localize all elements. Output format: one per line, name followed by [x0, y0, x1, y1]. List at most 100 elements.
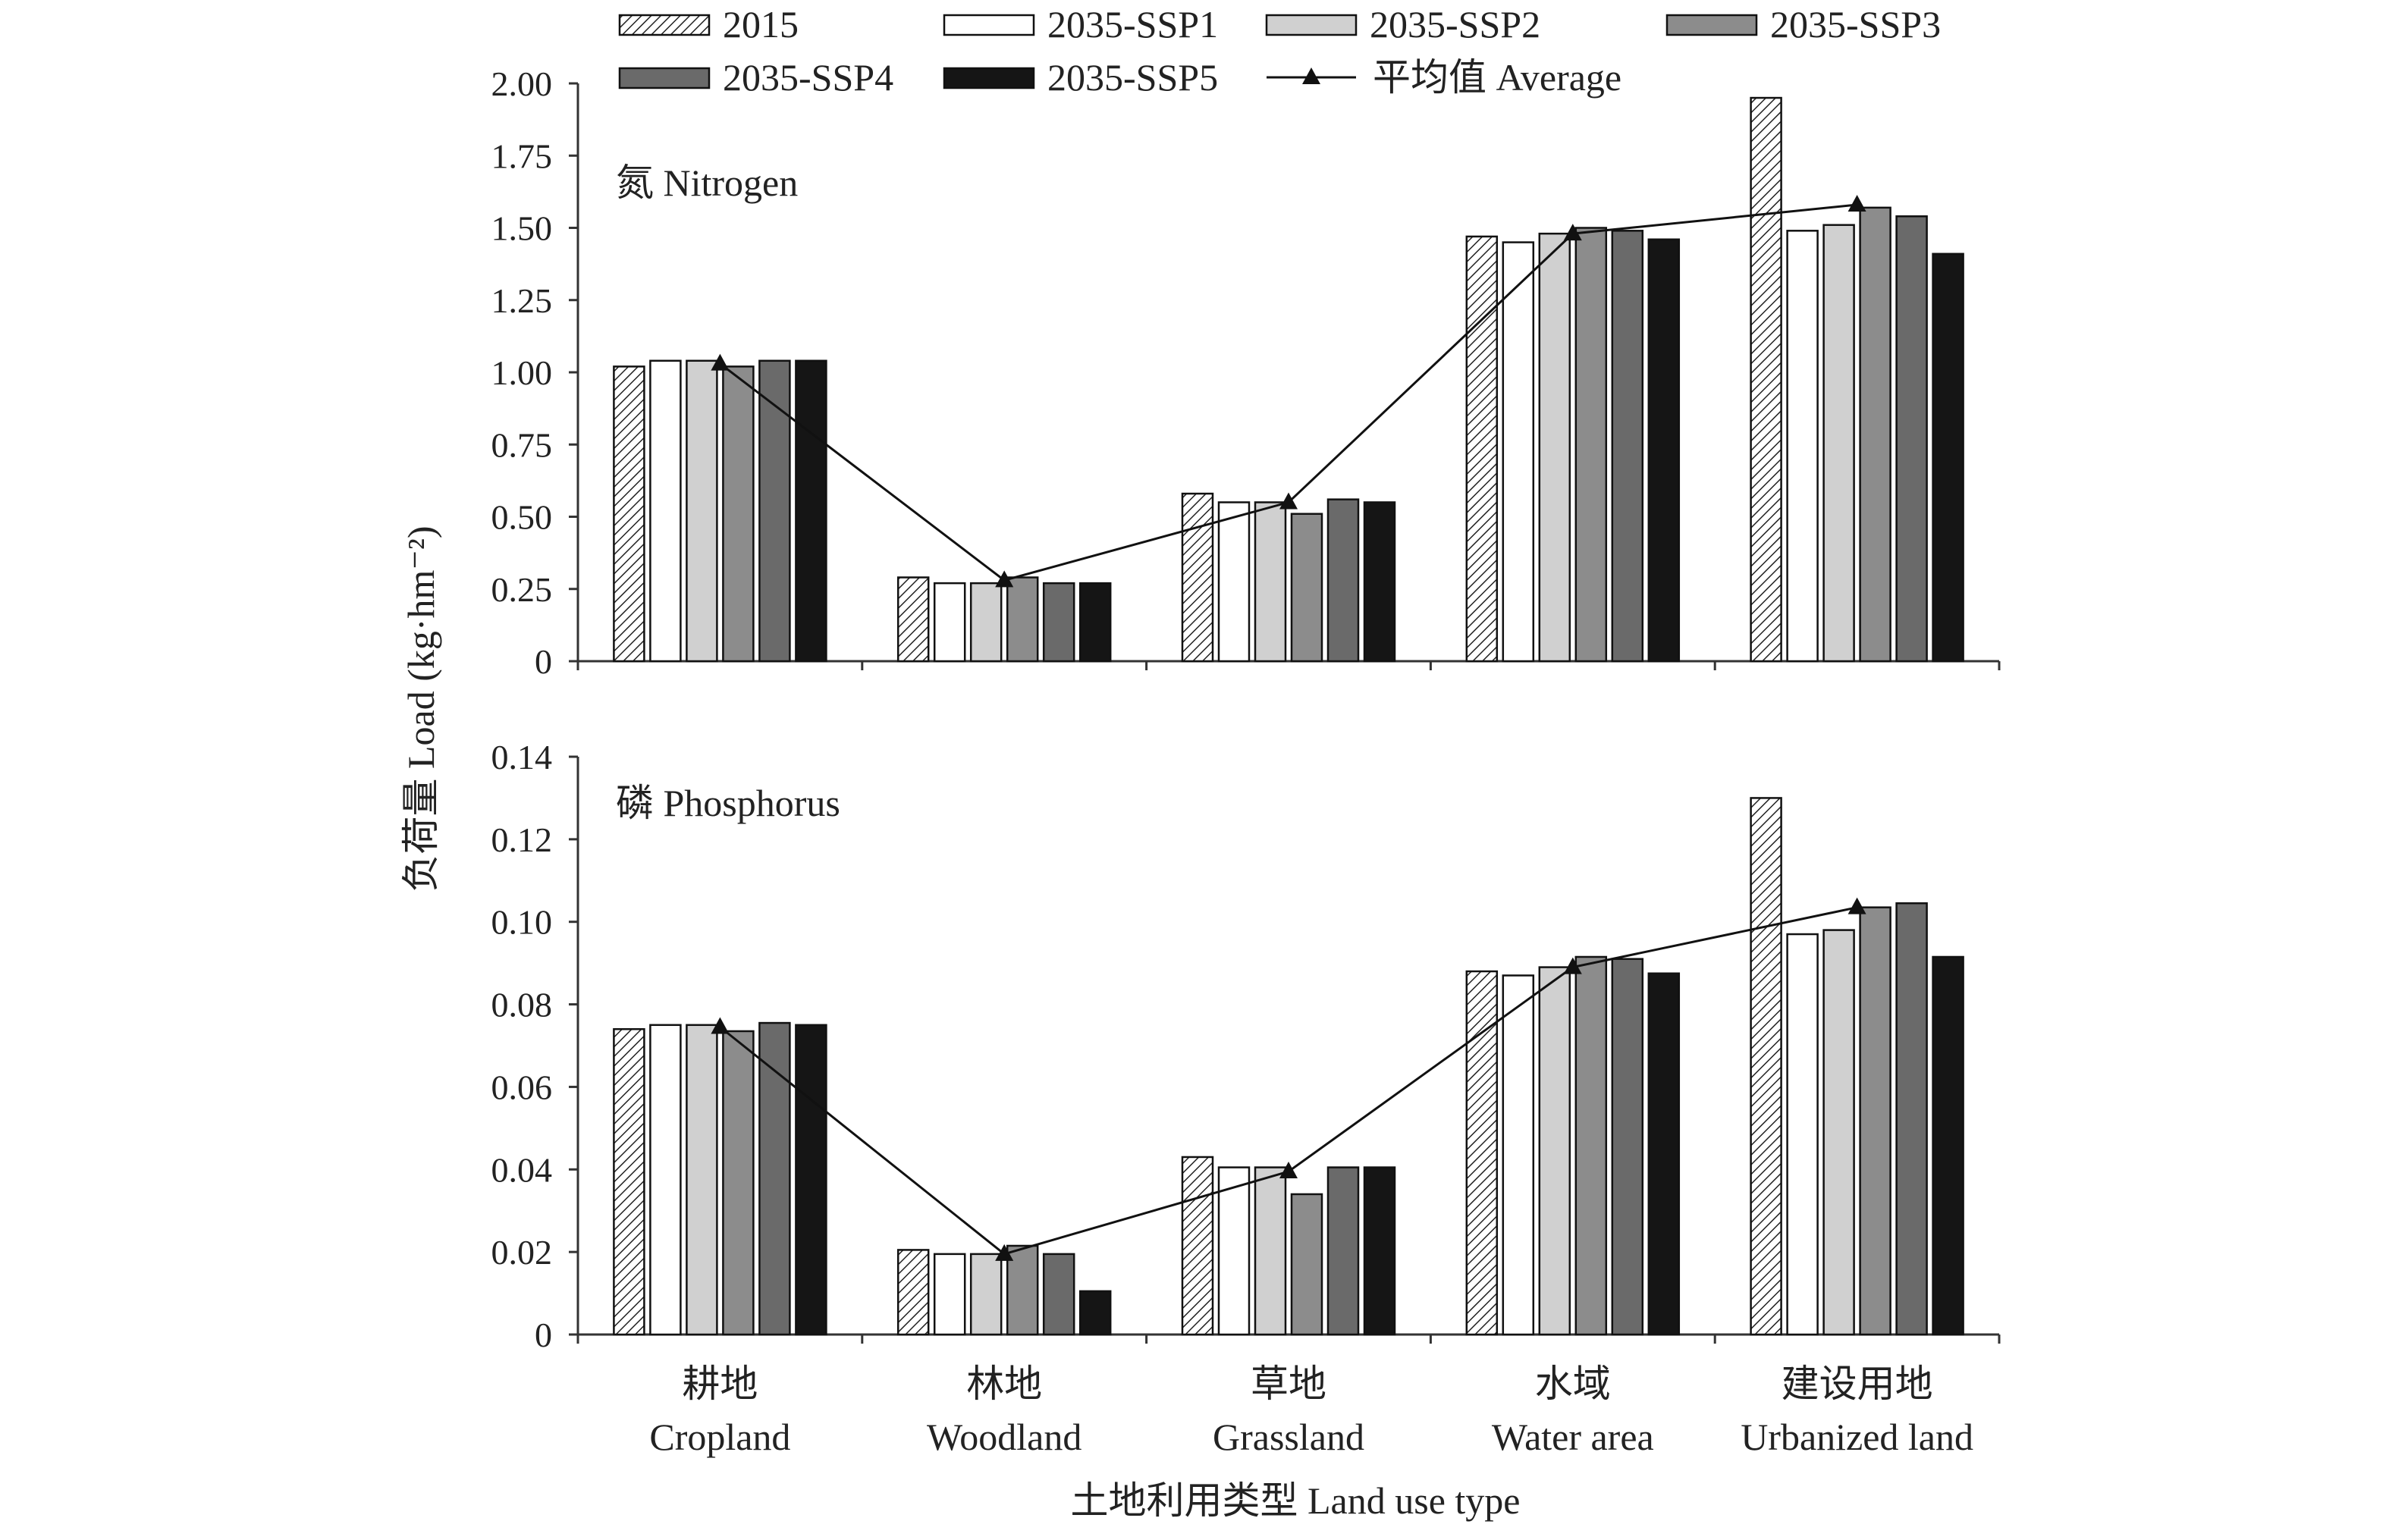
bar-2035-ssp4-water-area [1611, 230, 1644, 663]
legend-label: 2035-SSP2 [1370, 3, 1540, 45]
x-category-label-en: Grassland [1213, 1416, 1364, 1458]
x-category-label-zh: 建设用地 [1782, 1363, 1933, 1405]
bar-2035-ssp4-cropland [758, 1021, 791, 1336]
bar-2015-cropland [613, 365, 645, 663]
y-tick-label: 0.75 [491, 425, 553, 464]
bar-2035-ssp5-cropland [795, 359, 827, 663]
bar-2035-ssp4-grassland [1326, 1166, 1360, 1336]
y-tick-label: 0.12 [491, 820, 553, 859]
y-tick-label: 0 [535, 642, 552, 681]
bar-2015-cropland [613, 1027, 645, 1336]
bar-2035-ssp5-urbanized-land [1932, 955, 1964, 1336]
bar-2035-ssp3-urbanized-land [1859, 206, 1891, 663]
bar-2035-ssp5-cropland [795, 1024, 827, 1336]
average-point [1279, 1162, 1298, 1179]
bar-2035-ssp3-woodland [1006, 576, 1039, 663]
legend-label: 2035-SSP4 [723, 56, 893, 99]
legend-swatch [1665, 14, 1758, 36]
bar-2035-ssp5-urbanized-land [1932, 252, 1964, 663]
bar-2035-ssp2-cropland [686, 359, 718, 663]
bar-2035-ssp1-woodland [933, 582, 966, 663]
average-point [995, 1244, 1014, 1261]
legend-label: 2035-SSP5 [1047, 56, 1218, 99]
bar-2035-ssp4-woodland [1042, 582, 1075, 663]
average-point [1563, 957, 1582, 974]
bar-2035-ssp5-water-area [1647, 972, 1681, 1336]
legend-swatch [1265, 14, 1358, 36]
legend-label: 平均值 Average [1373, 56, 1621, 99]
bar-2035-ssp2-grassland [1254, 501, 1287, 663]
y-tick-label: 0.02 [491, 1233, 553, 1272]
x-category-label-zh: 耕地 [682, 1363, 758, 1405]
legend-swatch [943, 67, 1035, 89]
x-category-label-en: Urbanized land [1741, 1416, 1973, 1458]
bar-2035-ssp1-grassland [1217, 501, 1251, 663]
y-tick-label: 0.14 [491, 738, 553, 776]
x-category-labels: 耕地 Cropland 林地 Woodland 草地 Grassland 水域 Water a… [649, 1363, 1973, 1458]
y-tick-label: 0.25 [491, 570, 553, 609]
bar-2035-ssp3-urbanized-land [1859, 906, 1891, 1336]
bar-2035-ssp3-grassland [1290, 513, 1323, 663]
average-point [711, 1017, 730, 1034]
legend-item: 平均值 Average [1267, 56, 1621, 99]
legend-label: 2035-SSP1 [1047, 3, 1218, 45]
y-tick-label: 1.25 [491, 281, 553, 320]
legend-item: 2035-SSP3 [1665, 3, 1941, 45]
bar-2035-ssp1-cropland [649, 1024, 682, 1336]
y-tick-label: 1.75 [491, 136, 553, 175]
bar-2035-ssp1-woodland [933, 1253, 966, 1336]
legend-label: 2035-SSP3 [1770, 3, 1941, 45]
bar-2035-ssp3-water-area [1574, 227, 1608, 663]
bar-2035-ssp4-grassland [1326, 498, 1360, 663]
average-point [1563, 224, 1582, 241]
bar-2035-ssp3-cropland [722, 365, 755, 663]
x-category-label-zh: 水域 [1535, 1363, 1611, 1405]
x-category-label-en: Cropland [649, 1416, 790, 1458]
average-line [719, 906, 1857, 1256]
y-tick-label: 0.04 [491, 1150, 553, 1189]
bar-2035-ssp5-woodland [1078, 1290, 1112, 1336]
average-point [1847, 195, 1866, 212]
bar-2015-urbanized-land [1750, 96, 1782, 663]
panel-phosphorus: 磷 Phosphorus 0 0.02 0.04 0.06 0.08 0.10 0.12 0.… [491, 738, 2001, 1354]
bar-2035-ssp4-water-area [1611, 958, 1644, 1336]
average-point [1279, 492, 1298, 510]
bar-2015-woodland [896, 1249, 930, 1336]
bar-2035-ssp1-water-area [1502, 241, 1535, 663]
x-axis-label: 土地利用类型 Land use type [1071, 1479, 1521, 1522]
bar-2035-ssp2-urbanized-land [1822, 929, 1855, 1336]
bar-2035-ssp1-water-area [1502, 974, 1535, 1336]
bar-2035-ssp5-woodland [1078, 582, 1112, 663]
bar-2035-ssp2-water-area [1538, 232, 1571, 663]
panel-title-nitrogen: 氮 Nitrogen [616, 162, 798, 204]
x-category-label-en: Water area [1492, 1416, 1654, 1458]
bar-2015-urbanized-land [1750, 797, 1782, 1336]
x-category-label-zh: 草地 [1251, 1363, 1326, 1405]
y-tick-label: 2.00 [491, 64, 553, 103]
bar-2035-ssp3-water-area [1574, 955, 1608, 1336]
bar-2035-ssp2-urbanized-land [1822, 224, 1855, 663]
bar-2035-ssp5-grassland [1363, 501, 1396, 663]
legend-item: 2035-SSP4 [618, 56, 893, 99]
legend-swatch [618, 14, 711, 36]
bar-2035-ssp2-water-area [1538, 966, 1571, 1336]
bar-2035-ssp3-grassland [1290, 1193, 1323, 1336]
legend-swatch [618, 67, 711, 89]
bar-2035-ssp1-grassland [1217, 1166, 1251, 1336]
panel-title-phosphorus: 磷 Phosphorus [616, 782, 840, 824]
legend-label: 2015 [723, 3, 799, 45]
bar-2035-ssp5-water-area [1647, 238, 1681, 663]
bar-2035-ssp3-cropland [722, 1030, 755, 1336]
bar-2035-ssp4-urbanized-land [1895, 215, 1928, 663]
y-tick-label: 0.06 [491, 1068, 553, 1106]
legend-item: 2015 [618, 3, 799, 45]
legend-item: 2035-SSP5 [943, 56, 1218, 99]
y-tick-label: 0 [535, 1316, 552, 1354]
bar-2035-ssp2-woodland [969, 1253, 1003, 1336]
legend: 2015 2035-SSP1 2035-SSP2 2035-SSP3 2035-SSP4… [618, 3, 1941, 99]
bar-2035-ssp4-cropland [758, 359, 791, 663]
bar-2015-grassland [1181, 492, 1214, 663]
y-tick-label: 0.10 [491, 903, 553, 942]
